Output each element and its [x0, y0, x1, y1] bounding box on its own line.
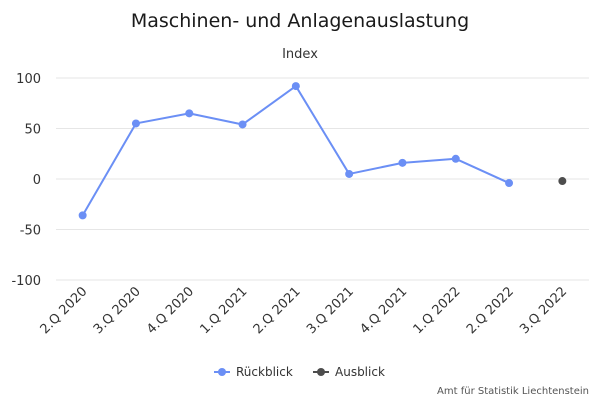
y-tick-label: 100 — [16, 72, 41, 87]
x-tick-label: 1.Q 2021 — [197, 284, 250, 337]
y-tick-label: -100 — [11, 274, 41, 289]
x-tick-label: 4.Q 2021 — [357, 284, 410, 337]
data-point[interactable] — [238, 120, 247, 129]
grid-lines — [56, 77, 589, 281]
legend-item[interactable]: Ausblick — [313, 365, 385, 379]
y-axis-tick-labels: -100 -50 0 50 100 — [11, 72, 41, 289]
chart-title: Maschinen- und Anlagenauslastung — [131, 10, 469, 32]
data-point[interactable] — [398, 158, 407, 167]
series-line[interactable] — [81, 85, 510, 216]
x-tick-label: 3.Q 2021 — [304, 284, 357, 337]
y-tick-label: 0 — [33, 173, 41, 188]
data-point[interactable] — [558, 177, 567, 186]
series[interactable] — [558, 177, 567, 186]
data-point[interactable] — [185, 109, 194, 118]
y-tick-label: 50 — [24, 123, 41, 138]
credits-text[interactable]: Amt für Statistik Liechtenstein — [437, 386, 589, 397]
data-point[interactable] — [131, 119, 140, 128]
data-point[interactable] — [345, 169, 354, 178]
x-tick-label: 2.Q 2022 — [464, 284, 517, 337]
legend-item[interactable]: Rückblick — [214, 365, 293, 379]
chart-subtitle: Index — [282, 47, 318, 62]
data-point[interactable] — [451, 154, 460, 163]
legend-symbol — [317, 368, 325, 376]
x-tick-label: 1.Q 2022 — [411, 284, 464, 337]
series-layer — [78, 82, 567, 220]
legend[interactable]: Rückblick Ausblick — [214, 365, 385, 379]
x-tick-label: 3.Q 2020 — [91, 284, 144, 337]
data-point[interactable] — [291, 82, 300, 91]
x-axis-tick-labels: 2.Q 2020 3.Q 2020 4.Q 2020 1.Q 2021 2.Q 2021… — [38, 284, 571, 337]
x-tick-label: 2.Q 2021 — [251, 284, 304, 337]
data-point[interactable] — [505, 179, 514, 188]
y-tick-label: -50 — [20, 224, 41, 239]
x-tick-label: 4.Q 2020 — [144, 284, 197, 337]
x-tick-label: 2.Q 2020 — [38, 284, 91, 337]
data-point[interactable] — [78, 211, 87, 220]
series[interactable] — [78, 82, 514, 220]
legend-label: Ausblick — [335, 365, 385, 379]
x-tick-label: 3.Q 2022 — [517, 284, 570, 337]
legend-label: Rückblick — [236, 365, 293, 379]
legend-symbol — [218, 368, 226, 376]
